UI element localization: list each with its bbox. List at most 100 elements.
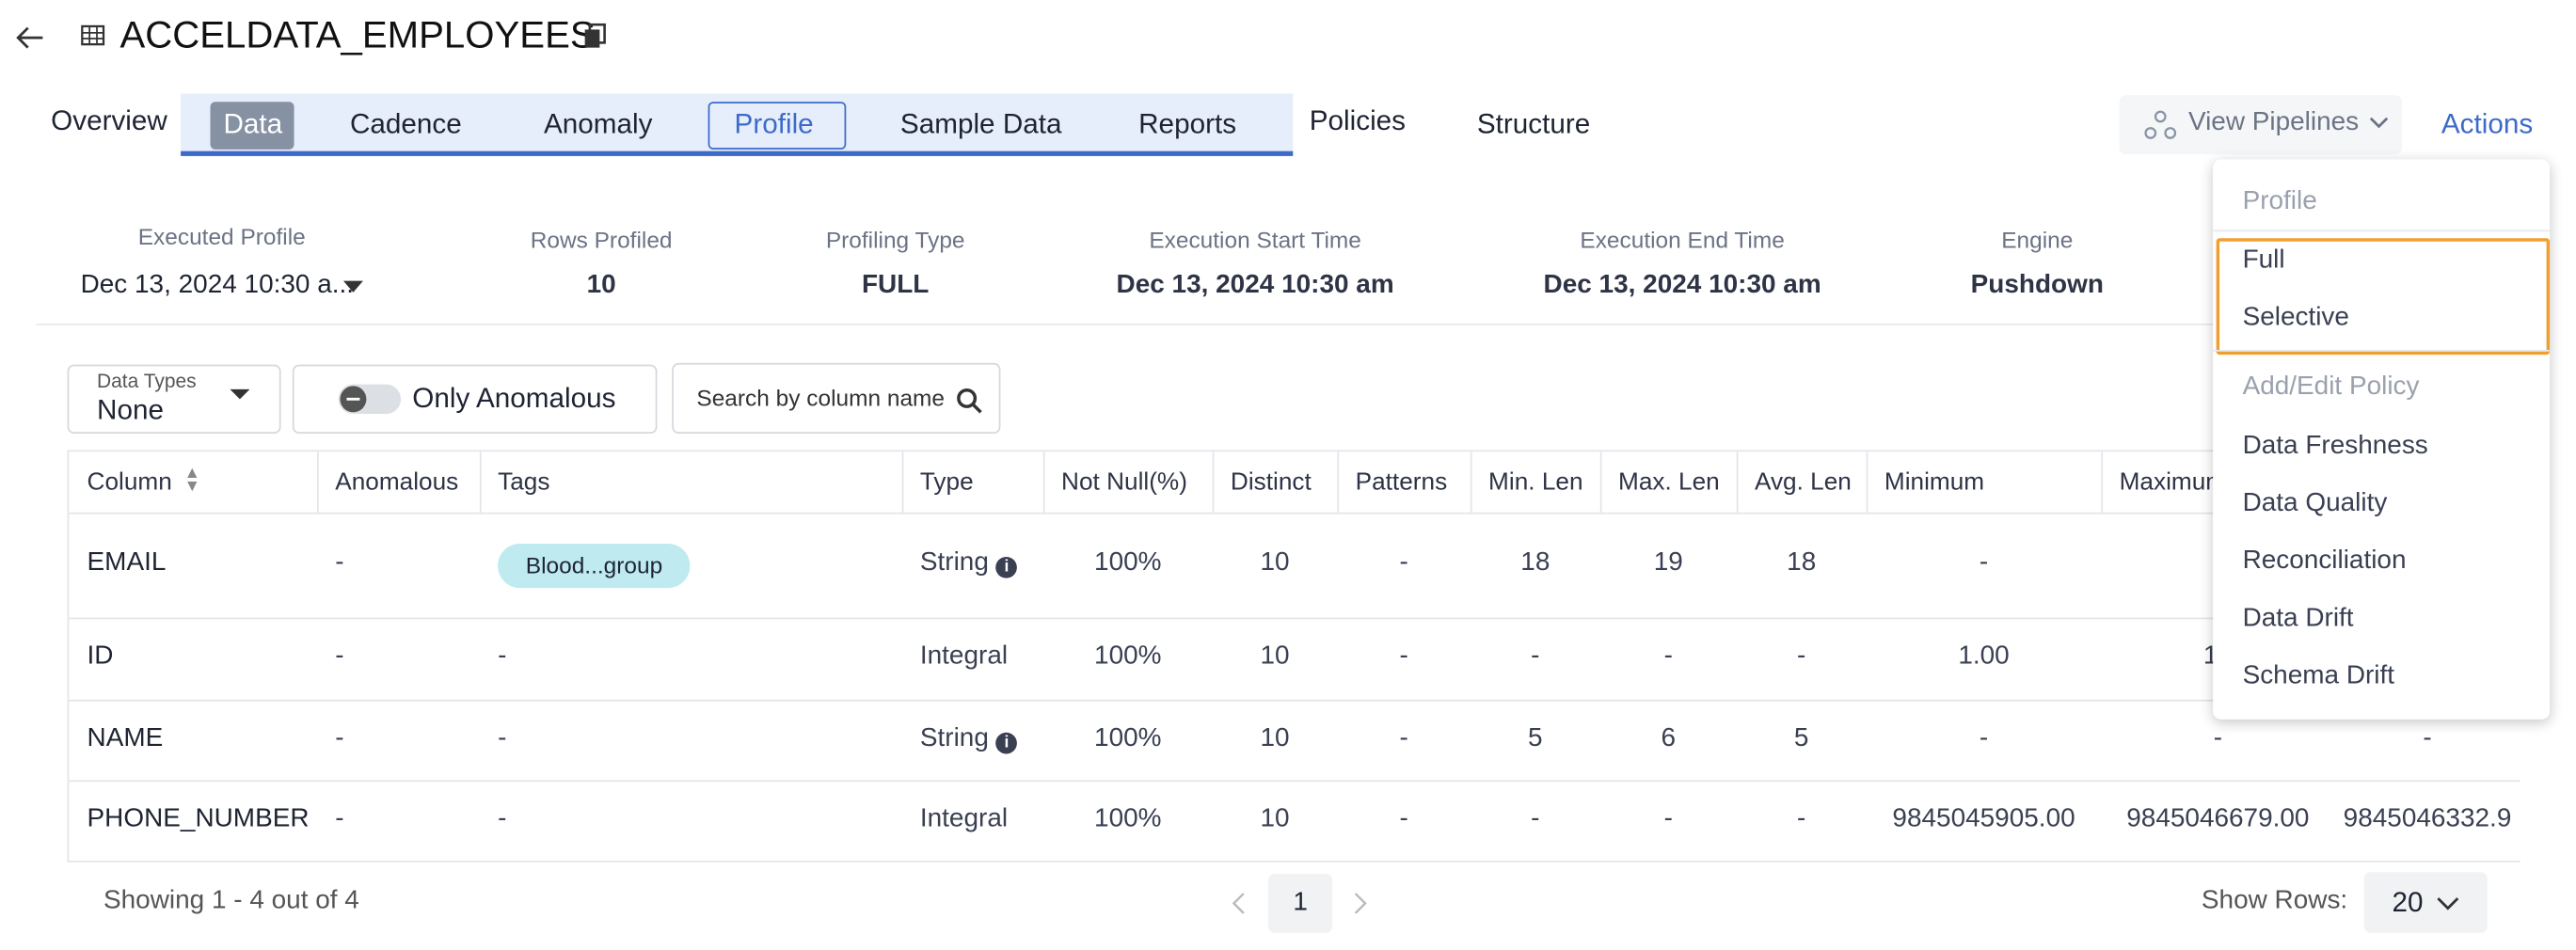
column-name: ID: [87, 641, 114, 671]
view-pipelines[interactable]: View Pipelines: [2187, 108, 2360, 136]
column-separator: [317, 451, 319, 513]
cell: String i: [920, 723, 1018, 753]
menu-item[interactable]: Data Quality: [2242, 489, 2388, 518]
tab[interactable]: Cadence: [349, 108, 462, 140]
menu-item[interactable]: Full: [2242, 245, 2285, 275]
column-separator: [2101, 451, 2104, 513]
page-number[interactable]: 1: [1268, 873, 1333, 933]
cell: -: [498, 641, 507, 671]
tab[interactable]: Structure: [1476, 108, 1591, 140]
column-header: Tags: [498, 467, 550, 497]
column-header: Minimum: [1884, 467, 1985, 497]
column-separator: [1337, 451, 1340, 513]
column-separator: [1470, 451, 1472, 513]
summary-value: FULL: [861, 271, 930, 299]
tab[interactable]: Overview: [51, 104, 167, 136]
cell: 100%: [1094, 548, 1162, 577]
column-header: Anomalous: [335, 467, 459, 497]
tab[interactable]: Anomaly: [543, 108, 653, 140]
cell: 100%: [1094, 723, 1162, 752]
tab[interactable]: Data: [223, 108, 283, 140]
cell: -: [1531, 641, 1540, 671]
summary-value: 10: [586, 271, 616, 299]
row-line: [69, 617, 2520, 620]
active-tab-bg: [210, 102, 294, 150]
cell: -: [1979, 548, 1989, 577]
cell: String i: [920, 548, 1018, 578]
summary-value[interactable]: Dec 13, 2024 10:30 a...: [80, 271, 355, 299]
cell: -: [2213, 723, 2223, 752]
cell: 9845045905.00: [1892, 803, 2075, 832]
actions[interactable]: Actions: [2441, 108, 2534, 140]
cell: -: [498, 803, 507, 832]
data-types-select[interactable]: [67, 364, 281, 434]
column-header: Type: [919, 467, 974, 497]
cell: Integral: [919, 803, 1009, 832]
menu-item[interactable]: Data Freshness: [2242, 432, 2428, 460]
column-header: Min. Len: [1488, 467, 1583, 497]
cell: 1.00: [1958, 641, 2010, 671]
cell: 5: [1528, 723, 1543, 752]
cell: -: [335, 803, 344, 832]
cell: -: [1797, 803, 1806, 832]
cell: -: [1399, 803, 1408, 832]
menu-item[interactable]: Data Drift: [2242, 604, 2354, 633]
caret: [342, 280, 363, 293]
anomalous-filter[interactable]: [292, 364, 658, 434]
back-arrow[interactable]: [13, 23, 46, 52]
title: ACCELDATA_EMPLOYEES: [119, 12, 596, 56]
view-pipelines-bg[interactable]: [2119, 95, 2402, 155]
column-header: Avg. Len: [1754, 467, 1852, 497]
column-separator: [1736, 451, 1739, 513]
show-rows-value: 20: [2392, 886, 2424, 919]
tab[interactable]: Sample Data: [899, 108, 1062, 140]
column-header[interactable]: Column: [87, 467, 172, 497]
cell: 19: [1653, 548, 1683, 577]
info-icon[interactable]: i: [995, 556, 1018, 578]
tab[interactable]: Policies: [1309, 104, 1407, 136]
column-header: Maximum: [2119, 467, 2227, 497]
summary-value: Pushdown: [1970, 271, 2104, 299]
summary-value: Dec 13, 2024 10:30 am: [1116, 271, 1394, 299]
cell: 10: [1260, 723, 1290, 752]
menu-item[interactable]: Reconciliation: [2242, 546, 2407, 576]
menu-item[interactable]: Schema Drift: [2242, 661, 2395, 690]
search-icon: [957, 388, 982, 414]
summary-label: Engine: [2001, 226, 2074, 253]
summary-label: Rows Profiled: [530, 226, 673, 253]
cell: -: [335, 723, 344, 752]
cell: 10: [1260, 803, 1290, 832]
search-box[interactable]: [672, 362, 1001, 434]
cell: -: [1531, 803, 1540, 832]
data-types-label: Data Types: [97, 369, 197, 393]
pipelines-icon: [2144, 110, 2177, 139]
summary-label: Executed Profile: [137, 223, 306, 250]
cell: 100%: [1094, 803, 1162, 832]
column-separator: [1042, 451, 1045, 513]
cell: 9845046679.00: [2126, 803, 2310, 832]
next-page[interactable]: [1352, 892, 1368, 914]
column-separator: [901, 451, 904, 513]
cell: 18: [1787, 548, 1817, 577]
chevron: [2369, 117, 2389, 129]
toggle[interactable]: [337, 383, 405, 416]
info-icon[interactable]: i: [995, 731, 1018, 753]
cell: -: [498, 723, 507, 752]
cell: 5: [1793, 723, 1809, 752]
cell: -: [1797, 641, 1806, 671]
actions-menu: Profile Full Selective Add/Edit Policy Data …: [2213, 159, 2551, 720]
search-placeholder: Search by column name: [696, 384, 946, 411]
tab-group-bg: [181, 93, 1294, 156]
menu-item[interactable]: Selective: [2242, 304, 2349, 332]
divider: [36, 324, 2534, 325]
cell: -: [335, 548, 344, 577]
tab[interactable]: Profile: [734, 108, 814, 140]
tab[interactable]: Reports: [1138, 108, 1237, 140]
copy-icon[interactable]: [581, 23, 608, 51]
prev-page[interactable]: [1231, 892, 1247, 914]
show-rows-select[interactable]: [2363, 872, 2488, 933]
caret: [230, 388, 250, 400]
table: Column Anomalous Tags Type Not Null(%) Distin…: [67, 450, 2520, 863]
cell: -: [2423, 723, 2432, 752]
